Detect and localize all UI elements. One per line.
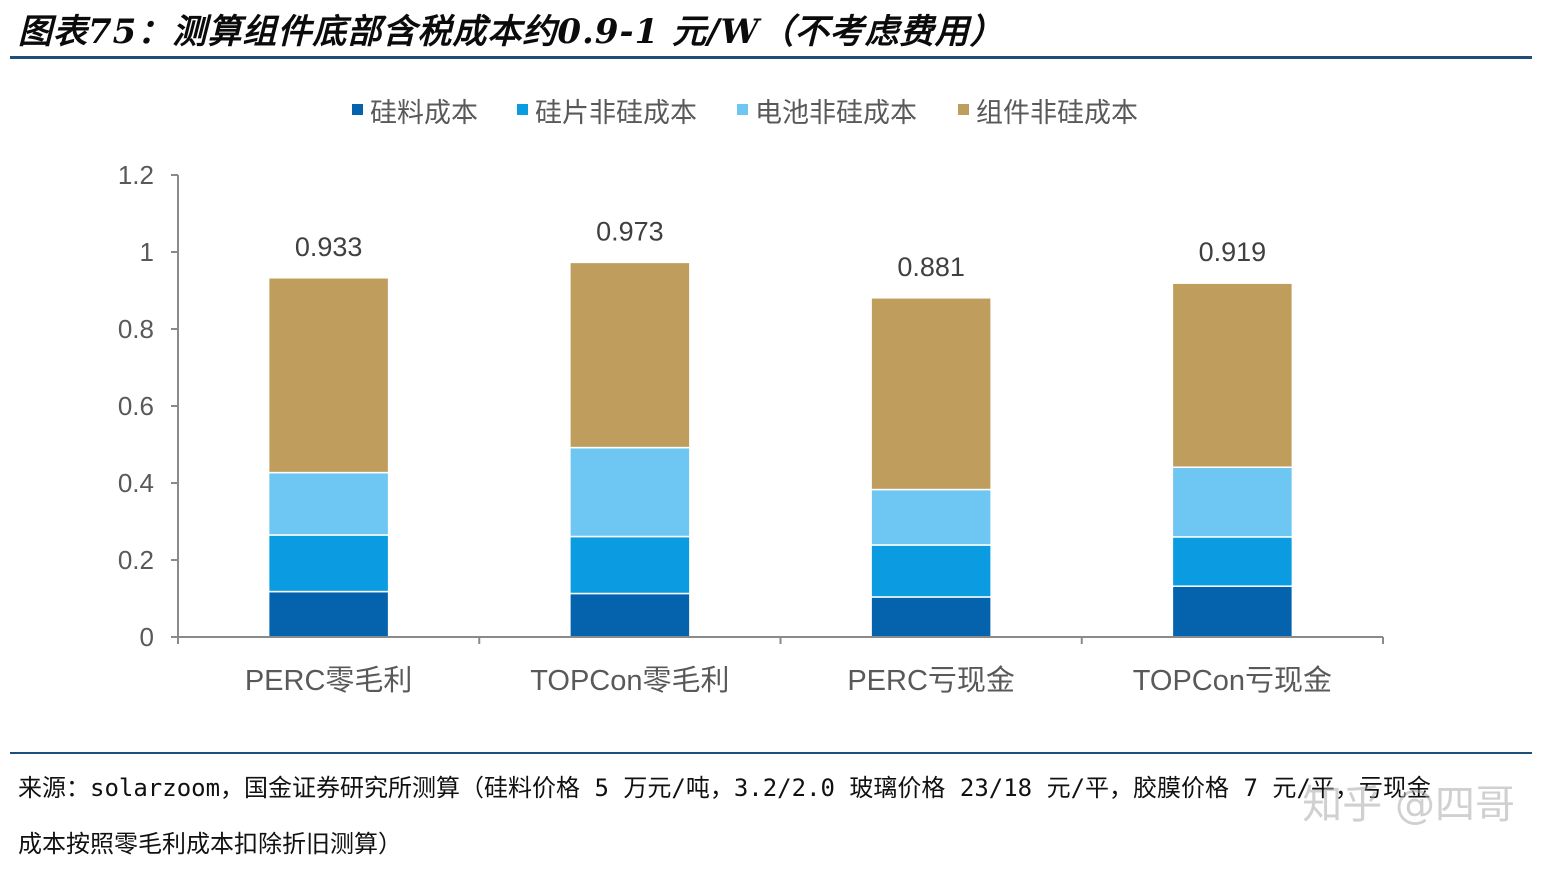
x-tick-label-2: PERC亏现金	[847, 664, 1015, 697]
bar-1-2	[569, 446, 691, 538]
bar-3-3	[1171, 282, 1294, 468]
data-label-total-0: 0.933	[295, 232, 363, 262]
source-divider	[10, 752, 1532, 754]
stacked-bar-chart: 硅料成本 硅片非硅成本 电池非硅成本 组件非硅成本 0 0.2 0.4 0.6 0.8 1 1.2…	[118, 98, 1384, 697]
y-tick-label-3: 0.6	[118, 391, 154, 421]
y-tick-label-5: 1	[140, 237, 154, 267]
watermark: 知乎 @四哥	[1302, 782, 1515, 828]
y-axis: 0 0.2 0.4 0.6 0.8 1 1.2	[118, 160, 179, 652]
legend-label-1: 硅片非硅成本	[535, 98, 697, 128]
legend-swatch-2	[737, 104, 748, 115]
x-tick-label-0: PERC零毛利	[245, 664, 413, 697]
x-tick-label-1: TOPCon零毛利	[530, 664, 729, 697]
bar-1-3	[569, 261, 691, 449]
page-title: 图表75：测算组件底部含税成本约0.9-1 元/W（不考虑费用）	[18, 12, 1005, 52]
bar-0-1	[267, 534, 390, 593]
legend-swatch-0	[352, 104, 363, 115]
legend-label-3: 组件非硅成本	[976, 98, 1138, 128]
x-axis: PERC零毛利 TOPCon零毛利 PERC亏现金 TOPCon亏现金	[177, 636, 1384, 697]
data-label-total-3: 0.919	[1199, 237, 1267, 267]
x-tick-label-3: TOPCon亏现金	[1133, 664, 1332, 697]
bar-0-0	[267, 590, 390, 638]
y-tick-label-2: 0.4	[118, 468, 154, 498]
title-divider	[10, 56, 1532, 59]
bar-1-0	[569, 592, 691, 638]
y-tick-label-1: 0.2	[118, 545, 154, 575]
bar-2-1	[870, 544, 992, 598]
y-tick-label-0: 0	[140, 622, 154, 652]
bar-1-1	[569, 535, 691, 595]
legend-swatch-1	[517, 104, 528, 115]
bar-3-2	[1171, 466, 1294, 538]
bar-2-3	[870, 297, 992, 491]
y-tick-label-4: 0.8	[118, 314, 154, 344]
legend: 硅料成本 硅片非硅成本 电池非硅成本 组件非硅成本	[352, 98, 1138, 128]
y-tick-label-6: 1.2	[118, 160, 154, 190]
data-label-total-1: 0.973	[596, 216, 664, 246]
source-note: 来源：solarzoom，国金证券研究所测算（硅料价格 5 万元/吨，3.2/2…	[18, 760, 1528, 872]
bar-0-2	[267, 471, 390, 536]
legend-label-2: 电池非硅成本	[755, 98, 917, 128]
bar-3-0	[1171, 585, 1294, 638]
source-line-1: 来源：solarzoom，国金证券研究所测算（硅料价格 5 万元/吨，3.2/2…	[18, 774, 1431, 802]
bar-0-3	[267, 277, 390, 474]
legend-swatch-3	[958, 104, 969, 115]
legend-label-0: 硅料成本	[370, 98, 478, 128]
data-label-total-2: 0.881	[897, 252, 965, 282]
bar-2-0	[870, 596, 992, 638]
bar-3-1	[1171, 536, 1294, 587]
bars: 0.933 0.973 0.881 0.919	[267, 216, 1294, 638]
source-line-2: 成本按照零毛利成本扣除折旧测算）	[18, 830, 402, 858]
bar-2-2	[870, 488, 992, 546]
